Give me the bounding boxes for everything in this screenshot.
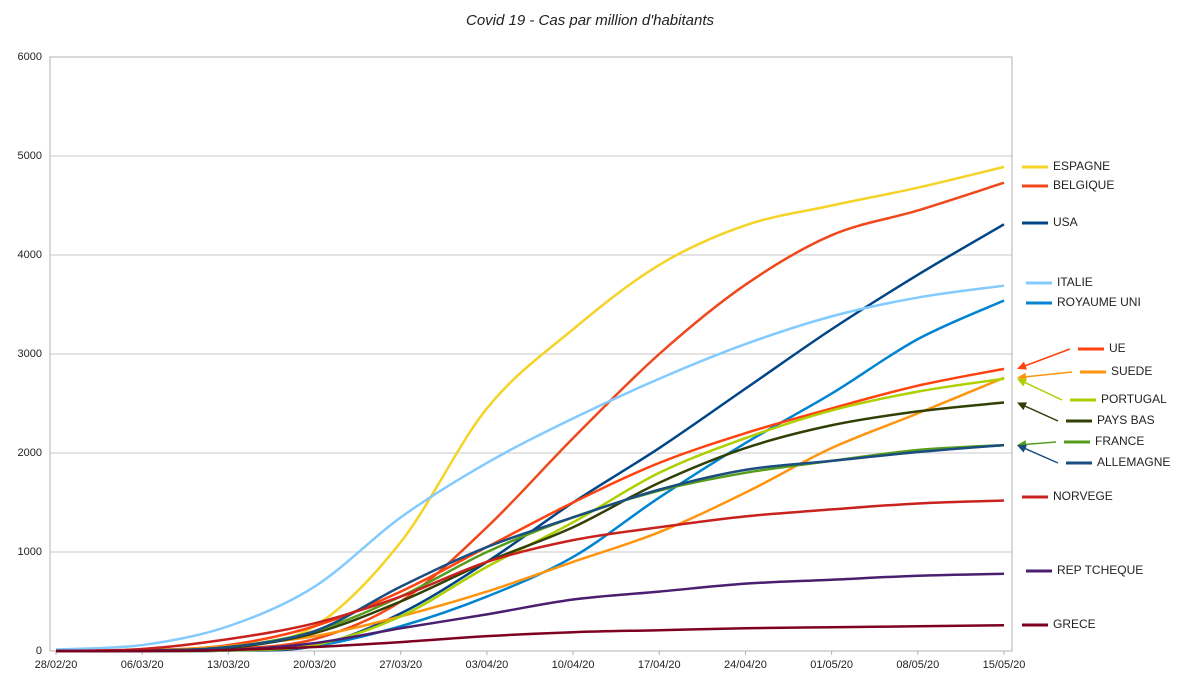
- y-tick-label: 5000: [18, 150, 42, 162]
- plot-border: [49, 56, 1013, 652]
- legend-label: PAYS BAS: [1097, 413, 1155, 427]
- legend-arrow: [1022, 446, 1059, 464]
- series-line: [55, 499, 1005, 653]
- y-tick-label: 6000: [18, 51, 42, 63]
- legend-label: FRANCE: [1095, 434, 1144, 448]
- x-tick-label: 01/05/20: [810, 659, 853, 671]
- chart-title: Covid 19 - Cas par million d'habitants: [466, 12, 714, 29]
- legend-label: ALLEMAGNE: [1097, 455, 1170, 469]
- legend-arrowhead: [1017, 444, 1027, 453]
- legend-label: UE: [1109, 341, 1126, 355]
- legend-label: REP TCHEQUE: [1057, 563, 1143, 577]
- legend-label: ESPAGNE: [1053, 159, 1110, 173]
- legend-label: PORTUGAL: [1101, 392, 1167, 406]
- legend-arrow: [1022, 371, 1073, 378]
- y-tick-label: 2000: [18, 447, 42, 459]
- legend-label: NORVEGE: [1053, 489, 1113, 503]
- legend-label: GRECE: [1053, 617, 1096, 631]
- legend-arrowhead: [1017, 378, 1027, 387]
- x-tick-label: 20/03/20: [293, 659, 336, 671]
- legend-arrowhead: [1017, 361, 1027, 370]
- y-tick-label: 4000: [18, 249, 42, 261]
- x-tick-label: 03/04/20: [465, 659, 508, 671]
- legend-arrow: [1022, 441, 1057, 446]
- legend-label: ITALIE: [1057, 275, 1093, 289]
- x-tick-label: 10/04/20: [552, 659, 595, 671]
- legend-label: USA: [1053, 215, 1078, 229]
- legend-arrow: [1022, 404, 1059, 422]
- series-line: [55, 284, 1005, 651]
- legend-arrowhead: [1017, 402, 1027, 411]
- x-tick-label: 17/04/20: [638, 659, 681, 671]
- x-tick-label: 06/03/20: [121, 659, 164, 671]
- legend-arrow: [1022, 348, 1071, 368]
- y-tick-label: 0: [36, 645, 42, 657]
- series-line: [55, 624, 1005, 653]
- x-tick-label: 24/04/20: [724, 659, 767, 671]
- legend-arrow: [1022, 380, 1063, 401]
- legend-label: SUEDE: [1111, 364, 1152, 378]
- x-tick-label: 28/02/20: [35, 659, 78, 671]
- legend-label: BELGIQUE: [1053, 178, 1114, 192]
- y-tick-label: 1000: [18, 546, 42, 558]
- y-tick-label: 3000: [18, 348, 42, 360]
- legend-label: ROYAUME UNI: [1057, 295, 1141, 309]
- x-tick-label: 13/03/20: [207, 659, 250, 671]
- series-line: [55, 443, 1005, 653]
- x-tick-label: 08/05/20: [896, 659, 939, 671]
- x-tick-label: 27/03/20: [379, 659, 422, 671]
- x-tick-label: 15/05/20: [983, 659, 1026, 671]
